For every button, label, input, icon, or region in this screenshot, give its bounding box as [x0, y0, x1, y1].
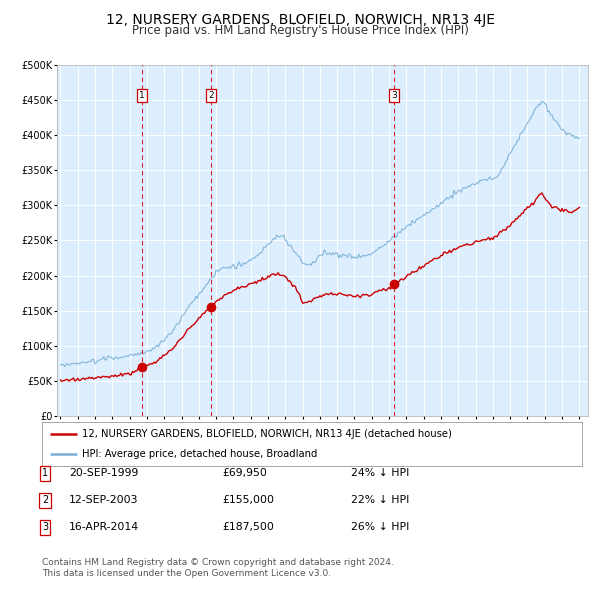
Text: 16-APR-2014: 16-APR-2014: [69, 523, 139, 532]
Text: 12-SEP-2003: 12-SEP-2003: [69, 496, 139, 505]
Text: 1: 1: [42, 468, 48, 478]
Text: 20-SEP-1999: 20-SEP-1999: [69, 468, 139, 478]
Text: 2: 2: [208, 91, 214, 100]
Text: £155,000: £155,000: [222, 496, 274, 505]
Text: 12, NURSERY GARDENS, BLOFIELD, NORWICH, NR13 4JE: 12, NURSERY GARDENS, BLOFIELD, NORWICH, …: [106, 13, 494, 27]
Text: 22% ↓ HPI: 22% ↓ HPI: [351, 496, 409, 505]
Text: 2: 2: [42, 496, 48, 505]
Text: HPI: Average price, detached house, Broadland: HPI: Average price, detached house, Broa…: [83, 449, 318, 459]
Text: 3: 3: [42, 523, 48, 532]
Text: £187,500: £187,500: [222, 523, 274, 532]
Text: 26% ↓ HPI: 26% ↓ HPI: [351, 523, 409, 532]
Text: 12, NURSERY GARDENS, BLOFIELD, NORWICH, NR13 4JE (detached house): 12, NURSERY GARDENS, BLOFIELD, NORWICH, …: [83, 429, 452, 439]
Text: 24% ↓ HPI: 24% ↓ HPI: [351, 468, 409, 478]
Text: 3: 3: [391, 91, 397, 100]
Text: Price paid vs. HM Land Registry's House Price Index (HPI): Price paid vs. HM Land Registry's House …: [131, 24, 469, 37]
Text: £69,950: £69,950: [222, 468, 267, 478]
Text: Contains HM Land Registry data © Crown copyright and database right 2024.
This d: Contains HM Land Registry data © Crown c…: [42, 558, 394, 578]
Text: 1: 1: [139, 91, 145, 100]
